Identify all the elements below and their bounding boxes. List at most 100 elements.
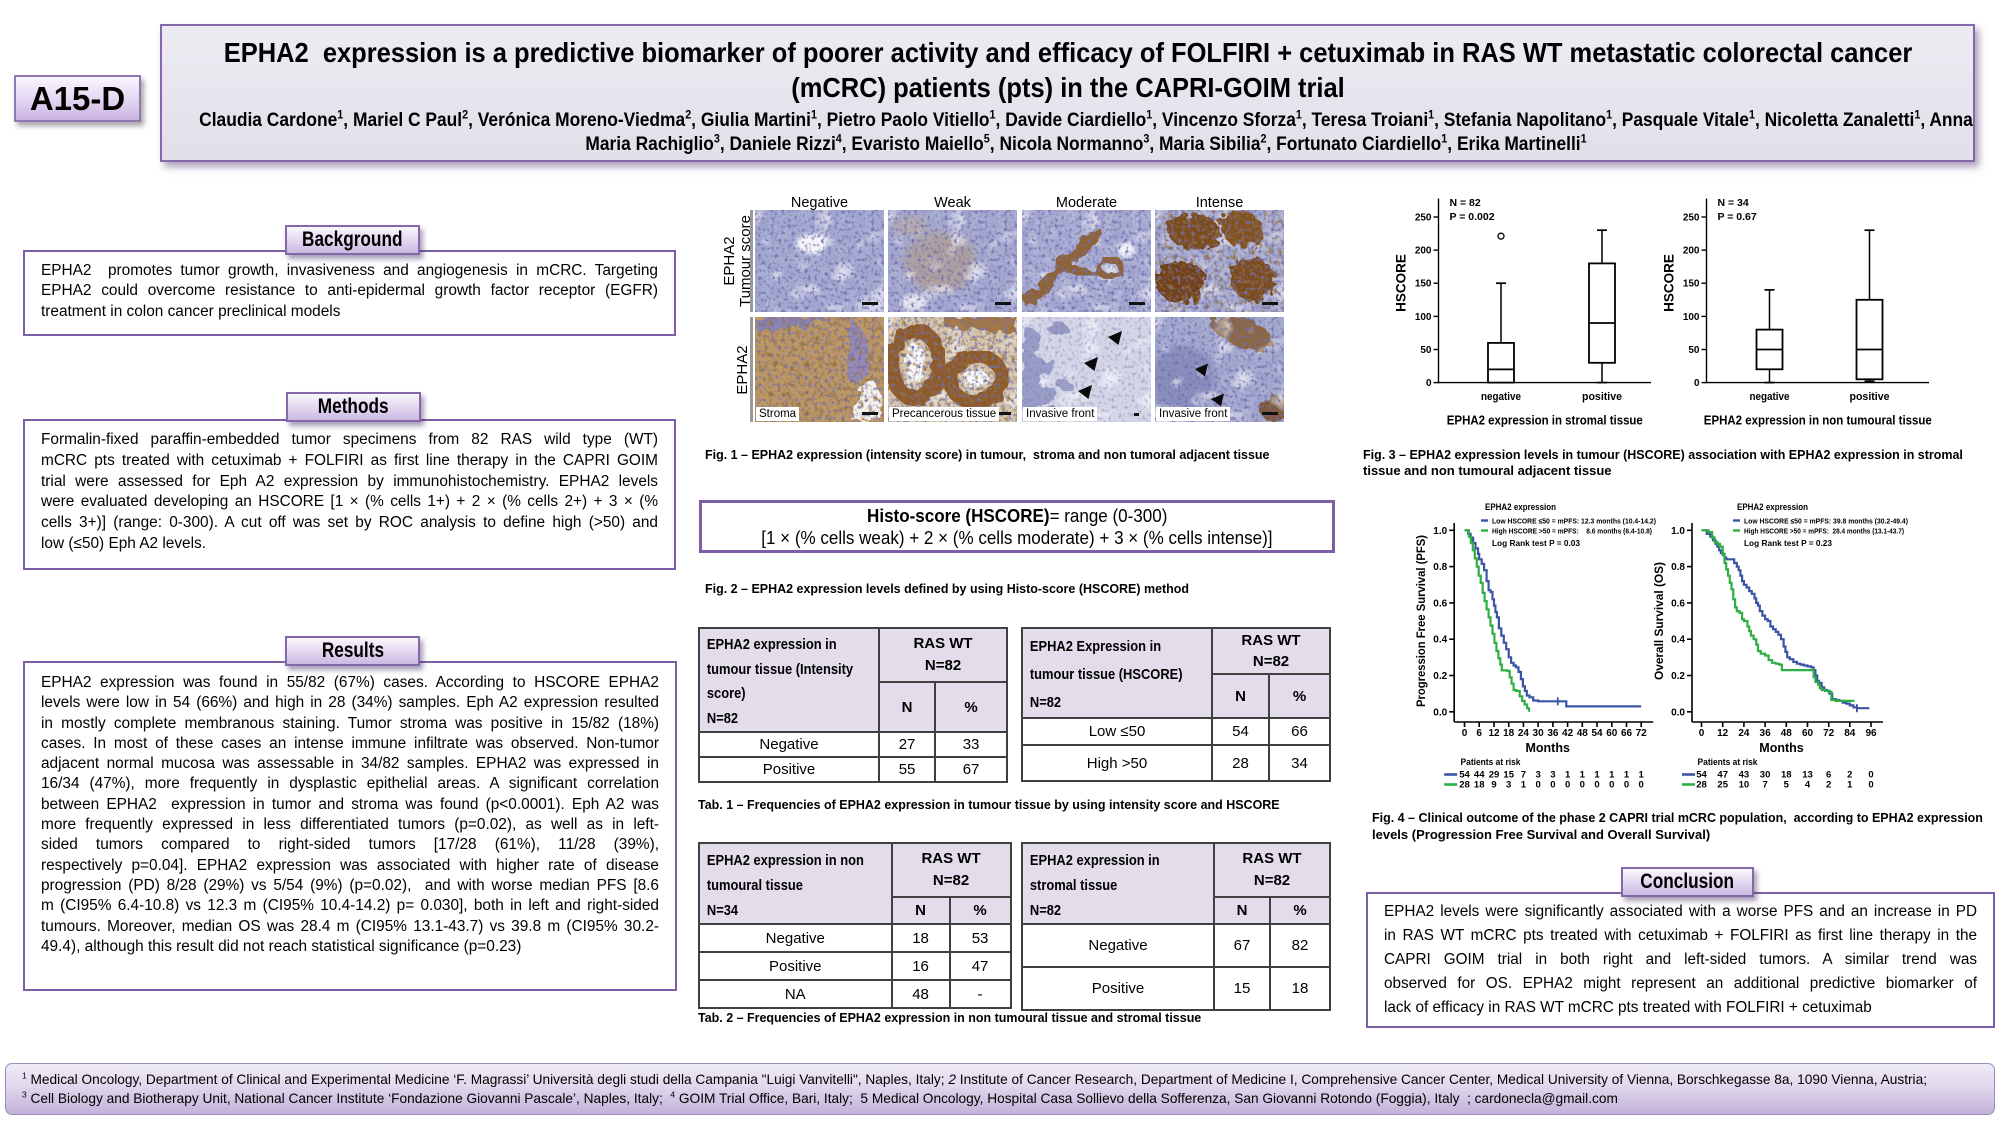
svg-text:24: 24 [1738, 728, 1750, 739]
svg-text:36: 36 [1760, 728, 1772, 739]
svg-text:0: 0 [1639, 780, 1644, 791]
svg-text:High HSCORE >50 = mPFS: 8.6: High HSCORE >50 = mPFS: 8.6 months (6.4-… [1492, 527, 1652, 536]
svg-text:0.2: 0.2 [1671, 671, 1685, 682]
svg-text:30: 30 [1760, 770, 1771, 781]
svg-text:3: 3 [1550, 770, 1555, 781]
svg-text:28: 28 [1459, 780, 1470, 791]
svg-text:47: 47 [1717, 770, 1728, 781]
svg-text:0: 0 [1565, 780, 1570, 791]
svg-text:0: 0 [1594, 780, 1599, 791]
svg-text:EPHA2 expression: EPHA2 expression [1737, 502, 1808, 512]
svg-text:Overall Survival (OS): Overall Survival (OS) [1652, 562, 1666, 680]
svg-text:High HSCORE >50 = mPFS: 28.4: High HSCORE >50 = mPFS: 28.4 months (13.… [1744, 527, 1904, 536]
svg-text:0.6: 0.6 [1671, 598, 1685, 609]
svg-text:0: 0 [1868, 770, 1873, 781]
svg-text:72: 72 [1823, 728, 1835, 739]
svg-text:6: 6 [1826, 770, 1831, 781]
svg-text:18: 18 [1781, 770, 1792, 781]
svg-text:Progression Free Survival (PFS: Progression Free Survival (PFS) [1414, 535, 1428, 707]
svg-text:200: 200 [1415, 246, 1432, 257]
svg-text:0.2: 0.2 [1433, 671, 1447, 682]
svg-text:0: 0 [1550, 780, 1555, 791]
svg-text:150: 150 [1683, 279, 1700, 290]
svg-text:9: 9 [1491, 780, 1496, 791]
svg-text:250: 250 [1683, 213, 1700, 224]
svg-text:3: 3 [1506, 780, 1511, 791]
svg-text:0: 0 [1535, 780, 1540, 791]
svg-text:positive: positive [1582, 391, 1622, 403]
svg-text:36: 36 [1547, 728, 1559, 739]
svg-text:66: 66 [1621, 728, 1633, 739]
svg-text:P = 0.002: P = 0.002 [1450, 211, 1495, 223]
svg-text:positive: positive [1850, 391, 1890, 403]
svg-text:250: 250 [1415, 213, 1432, 224]
svg-text:15: 15 [1503, 770, 1514, 781]
svg-text:1.0: 1.0 [1671, 526, 1685, 537]
svg-text:6: 6 [1476, 728, 1482, 739]
svg-text:1: 1 [1639, 770, 1645, 781]
svg-text:150: 150 [1415, 279, 1432, 290]
svg-text:0: 0 [1694, 378, 1700, 389]
svg-text:5: 5 [1784, 780, 1790, 791]
svg-text:10: 10 [1739, 780, 1750, 791]
svg-text:4: 4 [1805, 780, 1811, 791]
svg-text:1.0: 1.0 [1433, 526, 1447, 537]
svg-text:EPHA2 expression: EPHA2 expression [1485, 502, 1556, 512]
svg-text:28: 28 [1696, 780, 1707, 791]
svg-text:50: 50 [1688, 345, 1700, 356]
svg-text:0: 0 [1868, 780, 1873, 791]
svg-text:12: 12 [1488, 728, 1500, 739]
svg-text:N = 82: N = 82 [1450, 197, 1481, 209]
svg-text:84: 84 [1844, 728, 1856, 739]
svg-text:54: 54 [1591, 728, 1603, 739]
svg-text:Log Rank test P = 0.23: Log Rank test P = 0.23 [1744, 539, 1833, 548]
svg-text:0: 0 [1624, 780, 1629, 791]
svg-text:60: 60 [1802, 728, 1814, 739]
svg-text:2: 2 [1826, 780, 1831, 791]
svg-text:7: 7 [1521, 770, 1526, 781]
svg-text:0.0: 0.0 [1433, 707, 1447, 718]
svg-text:0.8: 0.8 [1433, 562, 1447, 573]
svg-text:1: 1 [1847, 780, 1853, 791]
svg-text:54: 54 [1696, 770, 1707, 781]
svg-text:Log Rank test P = 0.03: Log Rank test P = 0.03 [1492, 539, 1581, 548]
svg-text:Patients at risk: Patients at risk [1698, 757, 1759, 767]
svg-text:Patients at risk: Patients at risk [1461, 757, 1522, 767]
svg-text:1: 1 [1580, 770, 1586, 781]
svg-text:1: 1 [1624, 770, 1630, 781]
svg-text:54: 54 [1459, 770, 1470, 781]
svg-text:42: 42 [1562, 728, 1574, 739]
svg-text:N = 34: N = 34 [1718, 197, 1749, 209]
svg-text:50: 50 [1420, 345, 1432, 356]
svg-text:0.8: 0.8 [1671, 562, 1685, 573]
svg-text:100: 100 [1683, 312, 1700, 323]
svg-text:Months: Months [1525, 741, 1569, 755]
svg-text:18: 18 [1474, 780, 1485, 791]
svg-text:72: 72 [1636, 728, 1648, 739]
svg-text:Low HSCORE ≤50 = mPFS: 39.8 mo: Low HSCORE ≤50 = mPFS: 39.8 months (30.2… [1744, 517, 1908, 526]
svg-text:HSCORE: HSCORE [1662, 254, 1677, 312]
svg-text:1: 1 [1594, 770, 1600, 781]
svg-text:7: 7 [1762, 780, 1767, 791]
svg-text:HSCORE: HSCORE [1394, 254, 1409, 312]
svg-text:100: 100 [1415, 312, 1432, 323]
svg-text:0.4: 0.4 [1671, 635, 1685, 646]
svg-text:1: 1 [1521, 780, 1527, 791]
svg-text:18: 18 [1503, 728, 1515, 739]
svg-text:1: 1 [1565, 770, 1571, 781]
svg-text:0: 0 [1699, 728, 1705, 739]
svg-text:13: 13 [1802, 770, 1813, 781]
svg-text:0: 0 [1609, 780, 1614, 791]
svg-text:1: 1 [1609, 770, 1615, 781]
svg-text:3: 3 [1535, 770, 1540, 781]
svg-text:60: 60 [1606, 728, 1618, 739]
svg-text:44: 44 [1474, 770, 1485, 781]
svg-text:0: 0 [1580, 780, 1585, 791]
svg-text:48: 48 [1577, 728, 1589, 739]
svg-text:29: 29 [1489, 770, 1500, 781]
svg-text:24: 24 [1518, 728, 1530, 739]
svg-text:200: 200 [1683, 246, 1700, 257]
svg-text:0: 0 [1426, 378, 1432, 389]
svg-text:2: 2 [1847, 770, 1852, 781]
svg-text:0.4: 0.4 [1433, 635, 1447, 646]
